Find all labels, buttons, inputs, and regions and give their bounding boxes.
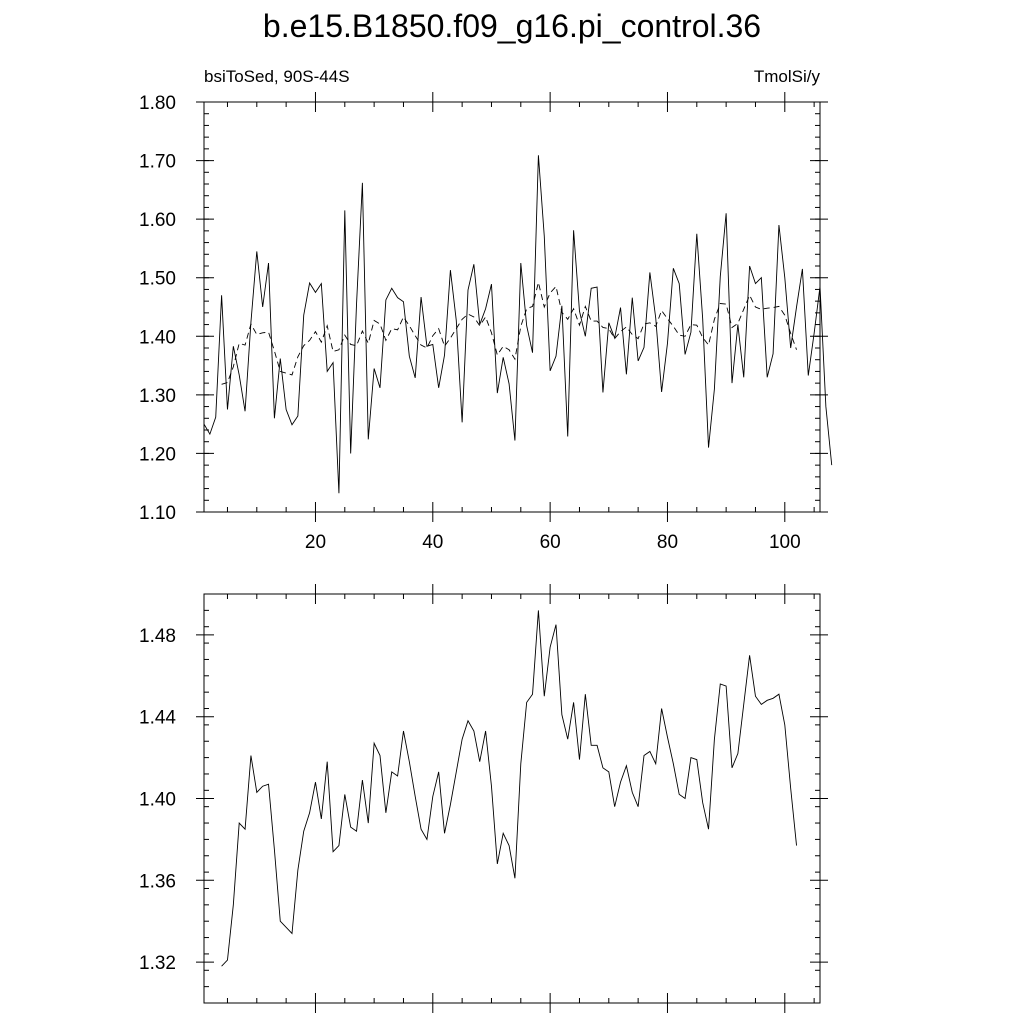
bottom-y-tick-label: 1.36 — [139, 871, 176, 892]
top-y-tick-label: 1.80 — [139, 93, 176, 114]
top-x-tick-label: 100 — [769, 532, 801, 553]
top-x-tick-label: 20 — [305, 532, 326, 553]
bottom-y-tick-label: 1.32 — [139, 953, 176, 974]
bottom-y-tick-label: 1.44 — [139, 708, 176, 729]
top-x-tick-label: 40 — [422, 532, 443, 553]
bottom-y-tick-label: 1.40 — [139, 790, 176, 811]
bottom-panel: 1.32 1.36 1.40 1.44 1.48 — [139, 584, 828, 1013]
top-y-tick-label: 1.50 — [139, 269, 176, 290]
top-series-dashed-line — [221, 282, 797, 385]
bottom-series-solid-line — [221, 610, 797, 967]
top-panel-left-label: bsiToSed, 90S-44S — [204, 67, 350, 86]
figure-title: b.e15.B1850.f09_g16.pi_control.36 — [263, 8, 761, 44]
top-panel: bsiToSed, 90S-44S TmolSi/y 20 40 60 80 100 1.… — [139, 67, 833, 553]
top-y-tick-label: 1.40 — [139, 327, 176, 348]
top-y-tick-label: 1.70 — [139, 152, 176, 173]
top-x-tick-label: 60 — [540, 532, 561, 553]
bottom-plot-frame — [203, 593, 821, 1004]
top-series-solid-line — [203, 155, 833, 494]
top-panel-right-label: TmolSi/y — [754, 67, 821, 86]
top-plot-frame — [203, 101, 821, 513]
top-x-tick-label: 80 — [657, 532, 678, 553]
bottom-y-tick-label: 1.48 — [139, 626, 176, 647]
top-y-tick-label: 1.30 — [139, 386, 176, 407]
top-y-tick-label: 1.10 — [139, 503, 176, 524]
top-y-tick-label: 1.20 — [139, 444, 176, 465]
top-y-tick-label: 1.60 — [139, 210, 176, 231]
